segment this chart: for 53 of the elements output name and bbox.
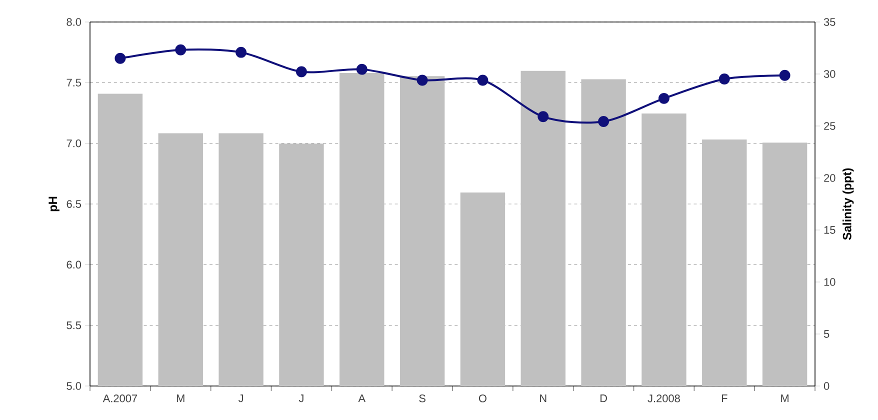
point <box>718 74 730 85</box>
x-tick-label: F <box>722 394 728 402</box>
bar <box>400 76 445 386</box>
y-axis-title: pH <box>48 196 60 212</box>
bar <box>158 133 203 386</box>
bar <box>581 79 626 386</box>
x-tick-label: J <box>238 394 243 402</box>
bar <box>218 133 264 386</box>
y2-axis-title: Salinity (ppt) <box>842 168 854 240</box>
point <box>538 111 549 122</box>
x-tick-label: A.2007 <box>102 394 138 402</box>
x-tick-label: A <box>358 394 366 402</box>
x-tick-label: D <box>600 394 607 402</box>
bar <box>340 72 384 386</box>
point <box>598 116 610 127</box>
y2-tick-label: 35 <box>824 18 836 26</box>
y2-tick-label: 20 <box>824 174 836 182</box>
bar <box>702 140 747 386</box>
bar <box>460 192 506 386</box>
bar <box>98 94 143 386</box>
y-tick-label: 7.0 <box>66 139 82 148</box>
point <box>477 74 488 86</box>
x-tick-label: N <box>540 394 546 402</box>
point <box>416 74 428 86</box>
x-tick-label: M <box>781 394 788 402</box>
bar <box>279 144 324 386</box>
y2-tick-label: 15 <box>824 226 836 234</box>
bar <box>520 70 566 386</box>
y-tick-label: 6.5 <box>66 200 82 208</box>
y-tick-label: 5.5 <box>66 322 82 330</box>
point <box>114 52 126 64</box>
x-tick-label: S <box>419 394 426 402</box>
y2-tick-label: 25 <box>824 122 836 130</box>
y2-tick-label: 30 <box>824 70 836 78</box>
y2-tick-label: 5 <box>824 330 830 338</box>
x-tick-label: M <box>176 394 184 402</box>
bar <box>762 142 808 386</box>
y-tick-label: 5.0 <box>66 382 82 390</box>
point <box>236 46 247 58</box>
y-tick-label: 6.0 <box>66 260 82 269</box>
x-tick-label: J.2008 <box>648 394 680 402</box>
y-tick-label: 8.0 <box>66 18 82 26</box>
y2-tick-label: 10 <box>824 278 836 286</box>
point <box>356 64 368 75</box>
x-tick-label: O <box>478 394 486 402</box>
point <box>658 92 670 104</box>
point <box>779 70 790 81</box>
x-tick-label: J <box>298 394 304 402</box>
y-tick-label: 7.5 <box>66 78 82 86</box>
bar <box>642 114 686 386</box>
point <box>175 44 186 56</box>
point <box>296 66 307 78</box>
y2-tick-label: 0 <box>824 382 830 390</box>
